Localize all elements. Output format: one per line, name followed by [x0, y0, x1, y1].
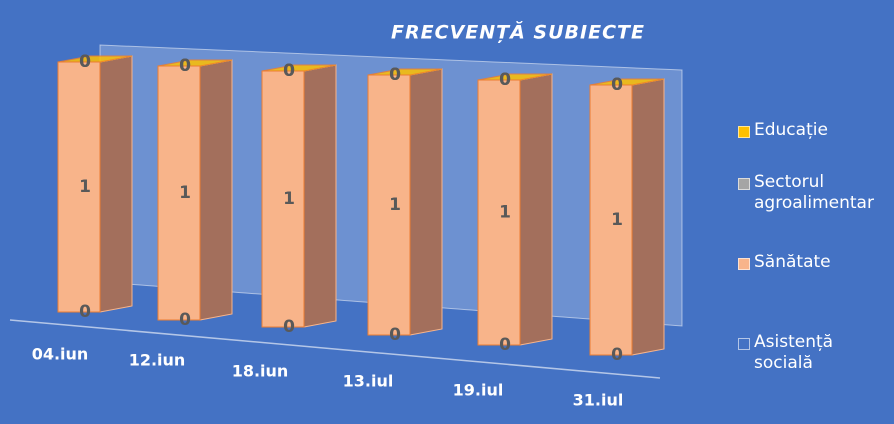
chart-title: FRECVENȚĂ SUBIECTE — [391, 20, 645, 44]
data-label: 0 — [499, 70, 511, 90]
bar — [57, 61, 101, 313]
bar-top — [261, 64, 337, 72]
data-label: 0 — [179, 56, 191, 76]
data-label: 1 — [499, 203, 511, 223]
data-label: 0 — [611, 75, 623, 95]
bar-top — [477, 73, 553, 81]
legend-label: Asistență socială — [754, 332, 834, 373]
legend-label: Sectorul agroalimentar — [754, 172, 874, 213]
legend-swatch — [738, 178, 750, 190]
data-label: 0 — [283, 61, 295, 81]
data-label: 0 — [283, 61, 295, 81]
legend-item: Asistență socială — [738, 332, 894, 374]
data-label: 0 — [179, 56, 191, 76]
legend-swatch — [738, 338, 750, 350]
data-label: 0 — [283, 317, 295, 337]
bar-side — [519, 73, 553, 346]
x-tick-label: 12.iun — [129, 351, 186, 370]
bar — [477, 79, 521, 346]
data-label: 0 — [79, 52, 91, 72]
bar — [261, 70, 305, 328]
data-label: 0 — [79, 302, 91, 322]
data-label: 1 — [283, 189, 295, 209]
legend-label: Sănătate — [754, 252, 831, 272]
bar — [589, 84, 633, 356]
x-tick-label: 04.iun — [32, 345, 89, 364]
data-label: 0 — [499, 335, 511, 355]
x-tick-label: 19.iul — [453, 381, 504, 400]
data-label: 1 — [179, 183, 191, 203]
data-label: 0 — [389, 65, 401, 85]
bar-side — [409, 68, 443, 336]
data-label: 1 — [79, 177, 91, 197]
legend-swatch — [738, 126, 750, 138]
bar-top — [367, 68, 443, 76]
bar-top — [57, 55, 133, 63]
data-label: 0 — [179, 310, 191, 330]
data-label: 0 — [611, 345, 623, 365]
data-label: 0 — [389, 65, 401, 85]
bar-side — [99, 55, 133, 313]
x-tick-label: 18.iun — [232, 362, 289, 381]
legend-item: Sectorul agroalimentar — [738, 172, 894, 214]
x-tick-label: 13.iul — [343, 372, 394, 391]
bar-top — [589, 78, 665, 86]
bar-side — [303, 64, 337, 328]
data-label: 0 — [499, 70, 511, 90]
legend-item: Sănătate — [738, 252, 894, 273]
floor-line — [9, 319, 661, 379]
bar-top — [157, 59, 233, 67]
bar-side — [199, 59, 233, 321]
data-label: 1 — [389, 195, 401, 215]
x-tick-label: 31.iul — [573, 391, 624, 410]
data-label: 0 — [389, 325, 401, 345]
data-label: 1 — [611, 210, 623, 230]
data-label: 0 — [611, 75, 623, 95]
legend-swatch — [738, 258, 750, 270]
legend-item: Educație — [738, 120, 894, 141]
legend-label: Educație — [754, 120, 828, 140]
bar-side — [631, 78, 665, 356]
bar — [157, 65, 201, 321]
data-label: 0 — [79, 52, 91, 72]
